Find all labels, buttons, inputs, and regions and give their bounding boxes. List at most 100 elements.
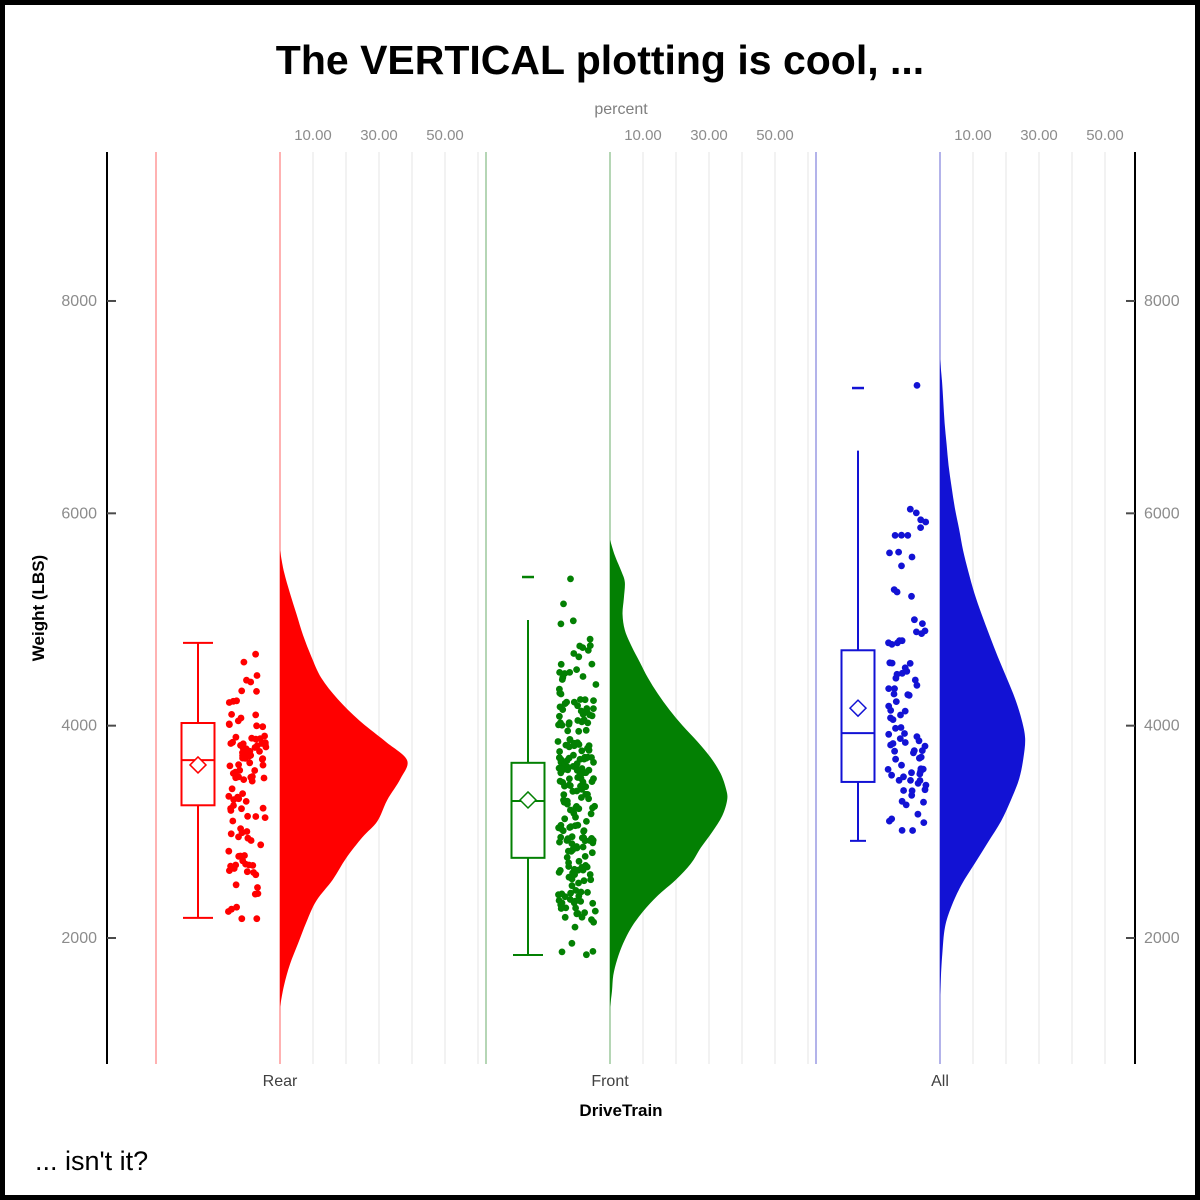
jitter-point-front (582, 783, 590, 791)
jitter-point-all (903, 667, 911, 675)
jitter-point-rear (229, 738, 237, 746)
jitter-point-all (909, 827, 916, 834)
jitter-point-all (900, 773, 907, 781)
jitter-point-front (583, 818, 590, 825)
jitter-point-front (556, 777, 564, 785)
percent-tick-label: 10.00 (954, 127, 992, 144)
jitter-point-all (911, 676, 919, 684)
jitter-point-rear (262, 743, 270, 751)
jitter-point-front (584, 889, 591, 896)
jitter-point-rear (233, 697, 241, 705)
jitter-point-all (908, 592, 915, 600)
jitter-point-all (885, 685, 893, 692)
jitter-point-rear (237, 714, 245, 722)
percent-tick-label: 10.00 (624, 127, 662, 144)
jitter-point-all (922, 781, 930, 789)
jitter-point-rear (238, 687, 246, 695)
jitter-point-front (571, 865, 578, 873)
jitter-point-front (571, 923, 579, 931)
jitter-point-rear (243, 828, 251, 835)
jitter-point-front (557, 905, 565, 912)
jitter-point-all (891, 747, 898, 755)
jitter-point-front (563, 854, 571, 861)
jitter-point-front (577, 707, 585, 715)
jitter-point-front (554, 738, 562, 745)
jitter-point-all (898, 827, 906, 834)
jitter-point-all (914, 779, 922, 787)
x-axis-title: DriveTrain (579, 1101, 662, 1120)
jitter-point-all (911, 616, 918, 624)
jitter-point-rear (258, 756, 266, 763)
mean-diamond-rear (188, 755, 208, 775)
jitter-point-rear (252, 813, 260, 820)
jitter-point-rear (225, 908, 232, 915)
jitter-point-front (561, 815, 569, 823)
jitter-point-rear (242, 798, 250, 805)
jitter-point-all (901, 730, 908, 737)
jitter-point-front (574, 717, 582, 724)
jitter-point-rear (244, 834, 252, 842)
jitter-point-front (576, 642, 584, 650)
jitter-point-all (901, 739, 909, 746)
jitter-point-front (579, 843, 587, 851)
jitter-point-all (901, 707, 909, 715)
jitter-point-rear (252, 650, 259, 658)
jitter-point-all (893, 588, 901, 596)
jitter-point-all (922, 518, 930, 526)
jitter-point-rear (238, 805, 245, 813)
jitter-point-rear (228, 711, 236, 718)
category-label-front: Front (591, 1073, 629, 1090)
jitter-point-front (573, 666, 580, 673)
jitter-point-front (573, 910, 581, 918)
jitter-point-rear (227, 830, 235, 838)
jitter-point-front (557, 620, 565, 628)
jitter-point-rear (230, 802, 237, 809)
jitter-point-all (888, 771, 895, 779)
jitter-point-rear (247, 773, 255, 781)
jitter-point-rear (244, 812, 252, 820)
jitter-point-all (904, 532, 912, 539)
jitter-point-rear (237, 742, 244, 749)
jitter-point-front (556, 712, 563, 720)
jitter-point-rear (246, 759, 254, 767)
jitter-point-front (586, 711, 593, 719)
outlier-point-all (913, 381, 921, 389)
jitter-point-all (896, 735, 904, 742)
jitter-point-all (919, 620, 926, 627)
y-tick-label-left: 6000 (61, 505, 97, 522)
jitter-point-front (564, 727, 572, 735)
jitter-point-front (570, 650, 578, 657)
jitter-point-front (571, 871, 578, 878)
percent-tick-label: 30.00 (360, 127, 398, 144)
jitter-point-all (891, 532, 899, 539)
jitter-point-front (560, 791, 568, 799)
jitter-point-front (564, 742, 572, 749)
jitter-point-all (915, 737, 923, 745)
jitter-point-all (895, 548, 902, 556)
jitter-point-front (584, 791, 591, 798)
chart-title: The VERTICAL plotting is cool, ... (276, 37, 924, 83)
y-tick-label-left: 8000 (61, 293, 97, 310)
jitter-point-front (563, 757, 571, 765)
jitter-point-front (590, 918, 597, 926)
jitter-point-front (592, 681, 600, 688)
jitter-point-front (587, 810, 595, 818)
jitter-point-all (885, 702, 893, 710)
jitter-point-front (568, 882, 576, 890)
jitter-point-all (913, 681, 921, 689)
jitter-point-all (908, 553, 916, 561)
jitter-point-front (558, 721, 566, 729)
jitter-point-front (587, 876, 595, 884)
jitter-point-all (917, 768, 924, 775)
jitter-point-front (568, 939, 576, 947)
jitter-point-front (565, 873, 573, 881)
jitter-point-rear (232, 861, 240, 869)
jitter-point-all (898, 797, 906, 805)
jitter-point-rear (239, 790, 247, 797)
jitter-point-front (557, 833, 565, 841)
jitter-point-all (916, 754, 923, 762)
jitter-point-front (566, 775, 573, 783)
jitter-point-front (575, 727, 583, 735)
jitter-point-front (559, 706, 567, 713)
